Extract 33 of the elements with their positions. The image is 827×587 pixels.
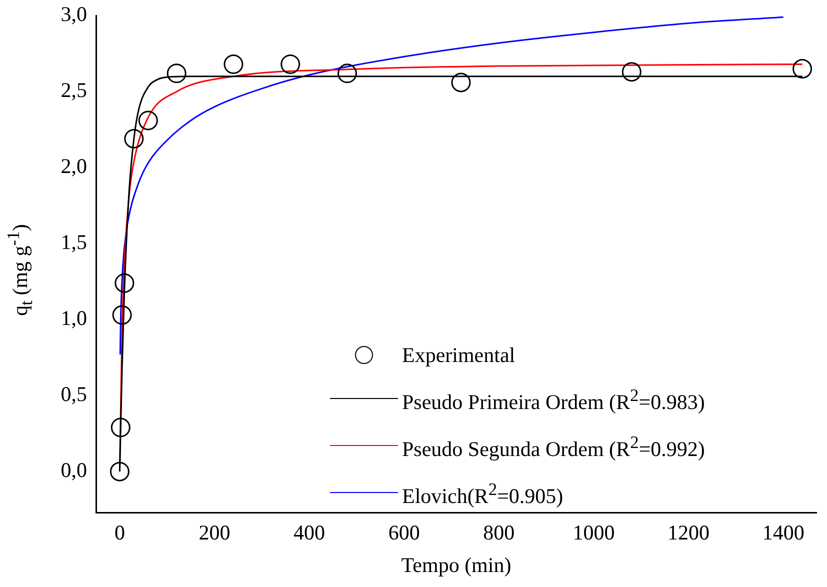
x-tick-label: 800 <box>483 520 515 545</box>
point <box>114 273 134 293</box>
x-tick-label: 600 <box>388 520 420 545</box>
y-tick-label: 3,0 <box>60 2 87 26</box>
y-tick-label: 0,0 <box>60 458 87 482</box>
legend-label: Experimental <box>402 342 516 369</box>
y-tick-label: 2,5 <box>60 78 87 102</box>
point <box>110 418 130 438</box>
point <box>110 462 130 482</box>
point <box>792 59 812 79</box>
legend-label: Elovich(R$^{2}$=0.905) <box>402 478 564 510</box>
point <box>451 72 471 92</box>
point <box>124 128 144 148</box>
x-axis-title: Tempo (min) <box>401 552 512 577</box>
legend-label: Pseudo Primeira Ordem (R$^{2}$=0.983) <box>402 384 705 416</box>
point <box>138 110 158 130</box>
x-tick-label: 400 <box>294 520 326 545</box>
x-tick-label: 1400 <box>762 520 804 545</box>
point <box>622 62 642 82</box>
legend-label: Pseudo Segunda Ordem (R$^{2}$=0.992) <box>402 431 705 463</box>
point <box>112 305 132 325</box>
x-tick-label: 1000 <box>572 520 615 545</box>
x-tick-label: 1200 <box>668 520 710 545</box>
x-tick-label: 200 <box>198 520 230 545</box>
point <box>224 54 244 74</box>
point <box>166 64 186 84</box>
point <box>337 64 357 84</box>
y-tick-label: 1,5 <box>60 230 87 254</box>
y-tick-label: 1,0 <box>60 306 87 330</box>
point <box>280 54 300 74</box>
x-tick-label: 0 <box>114 520 125 545</box>
y-tick-label: 0,5 <box>60 382 87 406</box>
y-tick-label: 2,0 <box>60 154 87 178</box>
